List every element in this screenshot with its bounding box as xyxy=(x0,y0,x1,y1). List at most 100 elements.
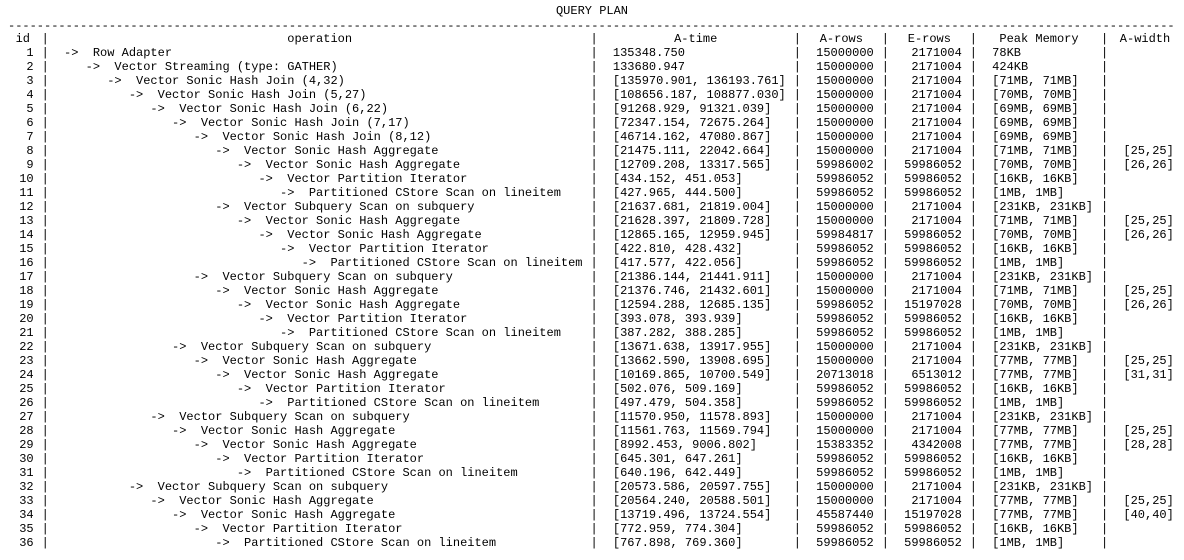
col-sep: | xyxy=(1178,424,1184,438)
col-sep: | xyxy=(38,494,53,508)
table-row: 15| -> Vector Partition Iterator| [422.8… xyxy=(8,242,1184,256)
col-sep: | xyxy=(38,340,53,354)
col-sep: | xyxy=(1178,102,1184,116)
cell-mem: [70MB, 70MB] xyxy=(981,298,1097,312)
col-sep: | xyxy=(966,536,981,550)
cell-arows: 59984817 xyxy=(805,228,878,242)
cell-op: -> Vector Partition Iterator xyxy=(53,382,587,396)
cell-arows: 59986052 xyxy=(805,312,878,326)
col-sep: | xyxy=(966,270,981,284)
col-sep: | xyxy=(966,494,981,508)
col-sep: | xyxy=(38,88,53,102)
col-sep: | xyxy=(966,130,981,144)
col-sep: | xyxy=(1097,214,1112,228)
col-sep: | xyxy=(587,228,602,242)
cell-id: 25 xyxy=(8,382,38,396)
col-sep: | xyxy=(587,354,602,368)
col-sep: | xyxy=(790,466,805,480)
col-sep: | xyxy=(790,452,805,466)
cell-atime: [13719.496, 13724.554] xyxy=(602,508,790,522)
cell-awidth xyxy=(1112,536,1178,550)
col-sep: | xyxy=(587,256,602,270)
cell-op: -> Vector Subquery Scan on subquery xyxy=(53,340,587,354)
cell-erows: 2171004 xyxy=(893,424,966,438)
col-sep: | xyxy=(38,382,53,396)
col-sep: | xyxy=(1097,312,1112,326)
col-sep: | xyxy=(1178,270,1184,284)
cell-arows: 15000000 xyxy=(805,74,878,88)
cell-atime: [20564.240, 20588.501] xyxy=(602,494,790,508)
col-sep: | xyxy=(966,158,981,172)
col-sep: | xyxy=(790,158,805,172)
cell-awidth xyxy=(1112,242,1178,256)
cell-erows: 2171004 xyxy=(893,410,966,424)
col-sep: | xyxy=(587,284,602,298)
table-row: 28| -> Vector Sonic Hash Aggregate| [115… xyxy=(8,424,1184,438)
cell-atime: [12594.288, 12685.135] xyxy=(602,298,790,312)
col-sep: | xyxy=(790,382,805,396)
col-sep: | xyxy=(790,494,805,508)
cell-awidth: [40,40] xyxy=(1112,508,1178,522)
cell-atime: [21628.397, 21809.728] xyxy=(602,214,790,228)
col-sep: | xyxy=(1097,158,1112,172)
col-mem: Peak Memory xyxy=(981,32,1097,46)
cell-mem: 424KB xyxy=(981,60,1097,74)
cell-atime: [12709.208, 13317.565] xyxy=(602,158,790,172)
col-sep: | xyxy=(1097,46,1112,60)
col-sep: | xyxy=(587,368,602,382)
col-sep: | xyxy=(1178,354,1184,368)
col-sep: | xyxy=(1178,480,1184,494)
col-sep: | xyxy=(1178,410,1184,424)
cell-erows: 2171004 xyxy=(893,116,966,130)
col-sep: | xyxy=(38,270,53,284)
cell-mem: [77MB, 77MB] xyxy=(981,424,1097,438)
cell-op: -> Vector Sonic Hash Join (7,17) xyxy=(53,116,587,130)
cell-arows: 15000000 xyxy=(805,116,878,130)
col-sep: | xyxy=(966,508,981,522)
col-sep: | xyxy=(878,172,893,186)
cell-mem: [71MB, 71MB] xyxy=(981,144,1097,158)
col-sep: | xyxy=(790,144,805,158)
cell-atime: [72347.154, 72675.264] xyxy=(602,116,790,130)
col-sep: | xyxy=(790,410,805,424)
cell-erows: 59986052 xyxy=(893,186,966,200)
col-sep: | xyxy=(38,522,53,536)
col-sep: | xyxy=(587,508,602,522)
col-sep: | xyxy=(1097,256,1112,270)
cell-mem: [16KB, 16KB] xyxy=(981,312,1097,326)
col-sep: | xyxy=(878,102,893,116)
cell-op: -> Vector Sonic Hash Join (6,22) xyxy=(53,102,587,116)
col-sep: | xyxy=(966,354,981,368)
col-sep: | xyxy=(38,480,53,494)
table-row: 2| -> Vector Streaming (type: GATHER)| 1… xyxy=(8,60,1184,74)
cell-id: 14 xyxy=(8,228,38,242)
col-sep: | xyxy=(790,326,805,340)
col-sep: | xyxy=(38,116,53,130)
cell-erows: 2171004 xyxy=(893,270,966,284)
cell-mem: [231KB, 231KB] xyxy=(981,340,1097,354)
cell-op: -> Partitioned CStore Scan on lineitem xyxy=(53,186,587,200)
cell-atime: [11570.950, 11578.893] xyxy=(602,410,790,424)
col-sep: | xyxy=(587,410,602,424)
cell-id: 17 xyxy=(8,270,38,284)
col-sep: | xyxy=(587,158,602,172)
col-sep: | xyxy=(1178,536,1184,550)
cell-id: 13 xyxy=(8,214,38,228)
cell-erows: 59986052 xyxy=(893,172,966,186)
cell-erows: 59986052 xyxy=(893,256,966,270)
col-sep: | xyxy=(878,536,893,550)
cell-erows: 4342008 xyxy=(893,438,966,452)
cell-id: 16 xyxy=(8,256,38,270)
cell-id: 24 xyxy=(8,368,38,382)
table-row: 23| -> Vector Sonic Hash Aggregate| [136… xyxy=(8,354,1184,368)
cell-erows: 2171004 xyxy=(893,214,966,228)
cell-atime: [21376.746, 21432.601] xyxy=(602,284,790,298)
col-sep: | xyxy=(966,102,981,116)
cell-arows: 59986052 xyxy=(805,242,878,256)
col-sep: | xyxy=(1097,480,1112,494)
cell-mem: [1MB, 1MB] xyxy=(981,326,1097,340)
cell-arows: 15000000 xyxy=(805,340,878,354)
cell-op: -> Vector Sonic Hash Aggregate xyxy=(53,508,587,522)
col-sep: | xyxy=(587,200,602,214)
col-sep: | xyxy=(1097,494,1112,508)
